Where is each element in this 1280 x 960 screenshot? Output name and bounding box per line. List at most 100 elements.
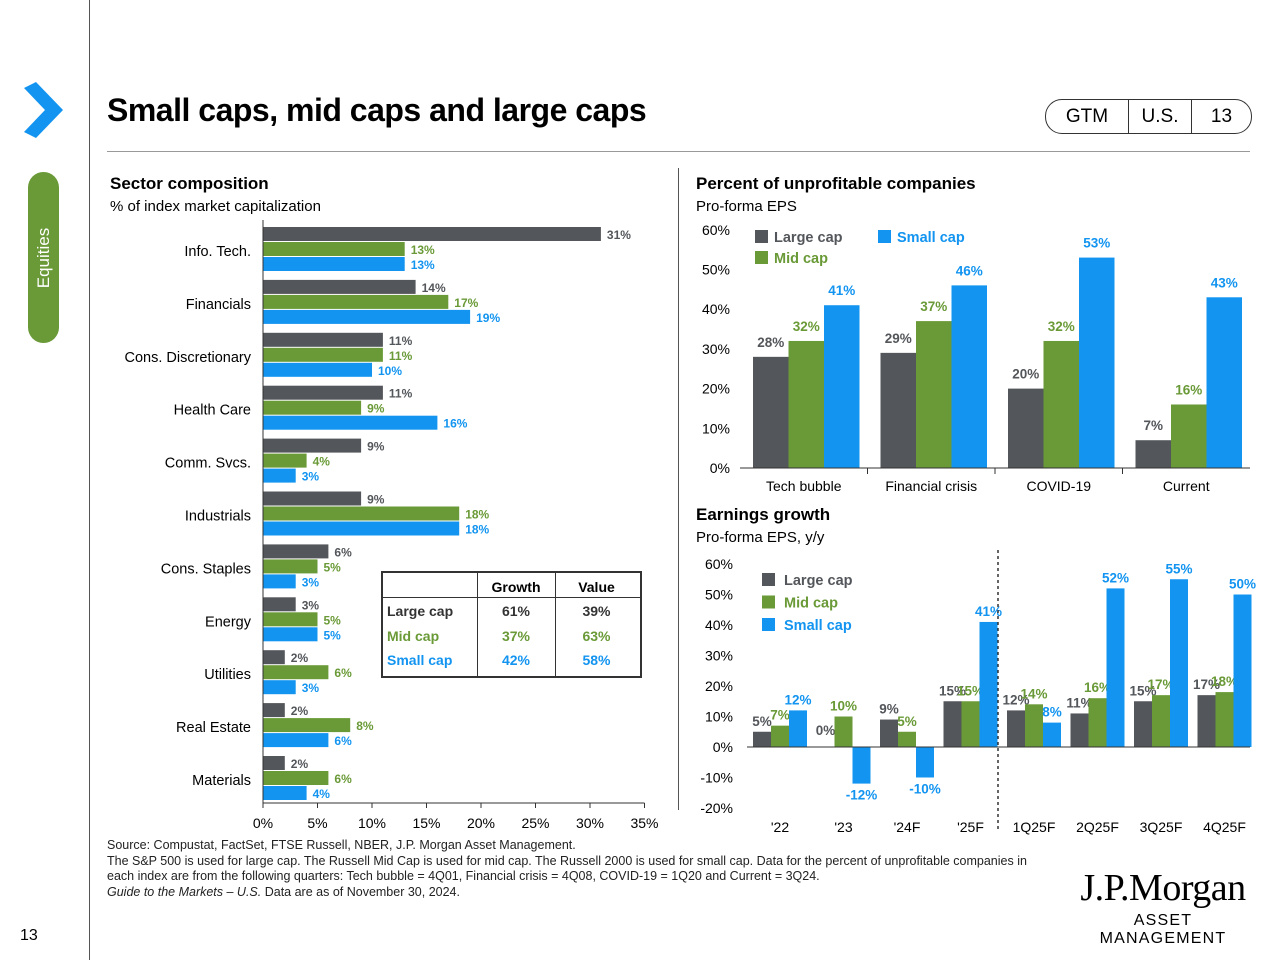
- earnings-subtitle: Pro-forma EPS, y/y: [696, 529, 825, 546]
- badge-number: 13: [1210, 105, 1233, 127]
- earn-tick-label: 50%: [705, 587, 733, 603]
- sector-data-label: 11%: [389, 334, 413, 348]
- earn-category-label: '23: [834, 819, 852, 835]
- sector-data-label: 14%: [422, 281, 446, 295]
- earn-bar-small: [916, 747, 934, 778]
- sector-bar-small: [263, 309, 471, 324]
- unprof-bar-mid: [916, 321, 952, 468]
- sector-bar-mid: [263, 665, 329, 680]
- sector-bar-large: [263, 703, 285, 718]
- sector-tick-label: 25%: [521, 815, 549, 831]
- unprof-legend-swatch-mid: [755, 251, 768, 264]
- earn-data-label: 17%: [1147, 677, 1174, 692]
- earn-bar-small: [1233, 594, 1252, 747]
- sector-bar-small: [263, 627, 318, 642]
- sector-data-label: 6%: [334, 666, 352, 680]
- earn-tick-label: 0%: [713, 739, 733, 755]
- sector-label: Real Estate: [176, 720, 251, 736]
- unprof-data-label: 43%: [1211, 275, 1238, 290]
- earn-tick-label: -10%: [700, 770, 733, 786]
- earn-legend-swatch-small: [762, 618, 775, 631]
- earn-data-label: 17%: [1193, 677, 1220, 692]
- unprof-bar-mid: [1171, 404, 1207, 468]
- earn-data-label: 5%: [897, 714, 917, 729]
- earn-bar-small: [1043, 722, 1061, 747]
- sector-label: Comm. Svcs.: [165, 456, 251, 472]
- sector-data-label: 11%: [389, 387, 413, 401]
- sector-data-label: 18%: [465, 508, 489, 522]
- logo-wordmark: J.P.Morgan: [1080, 867, 1246, 909]
- sector-data-label: 13%: [411, 243, 435, 257]
- row-label-small: Small cap: [387, 652, 453, 668]
- sector-bar-mid: [263, 771, 329, 785]
- sector-data-label: 9%: [367, 440, 385, 454]
- earn-data-label: 5%: [752, 714, 772, 729]
- earn-bar-mid: [961, 701, 980, 747]
- earn-bar-small: [1106, 588, 1125, 747]
- sector-data-label: 2%: [291, 704, 309, 718]
- sector-data-label: 4%: [313, 455, 331, 469]
- earn-bar-large: [880, 719, 898, 747]
- sector-data-label: 4%: [313, 787, 331, 801]
- earn-tick-label: 10%: [705, 709, 733, 725]
- chevron-right-icon: [24, 82, 63, 138]
- small-value: 58%: [582, 652, 611, 668]
- earn-bar-small: [1170, 579, 1188, 747]
- earn-data-label: 9%: [879, 702, 899, 717]
- unprof-legend-swatch-large: [755, 230, 768, 243]
- footnote-guide: Guide to the Markets – U.S.: [107, 884, 262, 899]
- unprofitable-subtitle: Pro-forma EPS: [696, 198, 797, 215]
- gtm-badge: GTM U.S. 13: [1045, 99, 1252, 134]
- sector-bar-small: [263, 680, 296, 695]
- earn-data-label: 12%: [784, 692, 811, 707]
- mid-growth: 37%: [501, 628, 531, 644]
- sector-tick-label: 35%: [630, 815, 658, 831]
- unprof-category-label: Current: [1163, 478, 1210, 494]
- earn-bar-large: [1197, 695, 1216, 747]
- unprof-bar-mid: [1043, 340, 1079, 468]
- unprof-legend-label: Mid cap: [774, 251, 828, 267]
- earn-bar-mid: [1025, 704, 1043, 747]
- earn-category-label: 3Q25F: [1140, 819, 1183, 835]
- sector-data-label: 3%: [302, 575, 320, 589]
- sector-data-label: 6%: [334, 734, 352, 748]
- sector-bar-large: [263, 650, 285, 665]
- sector-label: Industrials: [185, 509, 251, 525]
- sector-bar-large: [263, 491, 362, 506]
- earn-bar-mid: [898, 731, 916, 747]
- sector-tick-label: 5%: [307, 815, 327, 831]
- unprof-legend-label: Large cap: [774, 230, 843, 246]
- earn-data-label: 7%: [770, 708, 790, 723]
- sector-bar-mid: [263, 612, 318, 627]
- sector-data-label: 5%: [324, 628, 342, 642]
- unprof-data-label: 32%: [1048, 319, 1075, 334]
- unprof-tick-label: 20%: [702, 381, 730, 397]
- earnings-growth-chart: -20%-10%0%10%20%30%40%50%60%5%7%12%'220%…: [700, 550, 1256, 835]
- sector-bar-small: [263, 521, 460, 536]
- earn-bar-mid: [1152, 695, 1170, 747]
- unprof-data-label: 29%: [885, 331, 912, 346]
- earn-data-label: 8%: [1042, 705, 1062, 720]
- footnote: Source: Compustat, FactSet, FTSE Russell…: [107, 838, 1057, 900]
- small-growth: 42%: [501, 652, 531, 668]
- earn-bar-large: [753, 731, 771, 747]
- earn-category-label: '24F: [894, 819, 921, 835]
- earn-category-label: '22: [771, 819, 789, 835]
- unprof-tick-label: 10%: [702, 420, 730, 436]
- sector-data-label: 19%: [476, 311, 500, 325]
- logo-subtitle: ASSET MANAGEMENT: [1099, 912, 1227, 947]
- unprof-bar-large: [753, 356, 789, 468]
- earn-category-label: '25F: [957, 819, 984, 835]
- sector-data-label: 8%: [356, 719, 374, 733]
- large-value: 39%: [582, 603, 611, 619]
- earn-bar-large: [943, 701, 962, 747]
- unprof-category-label: Financial crisis: [885, 478, 977, 494]
- earn-data-label: 50%: [1229, 577, 1256, 592]
- sector-tick-label: 30%: [576, 815, 604, 831]
- unprof-bar-small: [824, 305, 860, 468]
- sector-bar-large: [263, 227, 601, 241]
- unprof-tick-label: 40%: [702, 301, 730, 317]
- sector-data-label: 16%: [443, 417, 467, 431]
- sector-data-label: 5%: [324, 560, 342, 574]
- sector-bar-large: [263, 279, 416, 294]
